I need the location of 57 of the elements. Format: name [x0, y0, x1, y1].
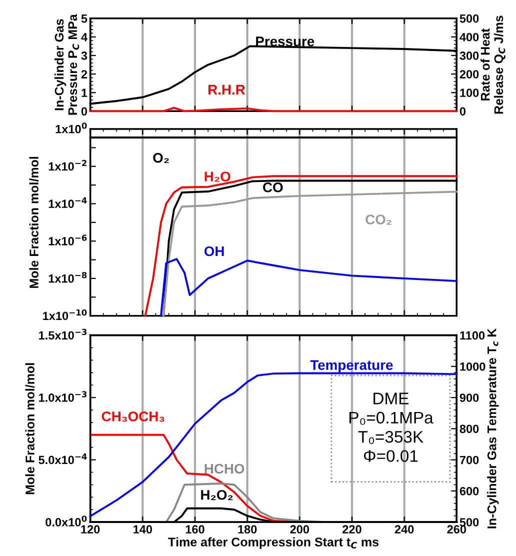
y-tick-label: 1.0x10$^{−3}$: [39, 391, 87, 402]
x-tick-label: 160: [186, 525, 204, 534]
y2-tick-label: 600: [460, 486, 479, 496]
x-tick-label: 260: [447, 525, 466, 534]
y-tick-label: 1x10$^{−2}$: [48, 160, 86, 171]
y-tick-label: 1x10$^{−8}$: [48, 272, 87, 283]
line-series: [160, 258, 458, 317]
y2-tick-label: 200: [460, 70, 479, 78]
series-label: R.H.R: [208, 84, 246, 94]
y2-tick-label: 500: [460, 518, 479, 526]
y2-axis-title: In-Cylinder Gas Temperature T$_{c}$ K: [487, 328, 499, 528]
y2-tick-label: 1000: [460, 362, 486, 371]
x-tick-label: 140: [134, 525, 152, 534]
legend-label: Pressure: [256, 36, 314, 46]
series-label: CO₂: [366, 214, 392, 225]
y-tick-label: 1x10$^{−10}$: [43, 309, 87, 320]
y-tick-label: 1x10$^{−6}$: [48, 234, 87, 246]
series-label: OH: [204, 246, 224, 256]
line-series: [89, 372, 458, 518]
annotation: DME P₀=0.1MPa T₀=353K Φ=0.01: [349, 392, 434, 462]
y2-tick-label: 700: [460, 456, 479, 464]
y-axis-title: Mole Fraction mol/mol: [25, 363, 35, 494]
y-tick-label: 3: [81, 52, 88, 60]
y2-tick-label: 1100: [460, 331, 485, 340]
y-tick-label: 4: [81, 33, 88, 42]
series-label: CO: [263, 182, 283, 192]
x-tick-label: 220: [342, 525, 362, 534]
y-axis-title: In-Cylinder Gas Pressure P$_{C}$ MPa: [54, 14, 80, 115]
y2-tick-label: 900: [460, 394, 479, 402]
series-label: H₂O: [204, 172, 230, 182]
y2-tick-label: 100: [460, 88, 479, 98]
series-label: O₂: [153, 152, 169, 164]
series-label: CH₃OCH₃: [102, 412, 164, 422]
x-tick-label: 200: [290, 525, 310, 534]
x-tick-label: 180: [238, 525, 257, 534]
y-tick-label: 1: [82, 88, 88, 97]
y-axis-title: Mole Fraction mol/mol: [29, 156, 39, 288]
series-label: Temperature: [310, 360, 393, 373]
x-tick-label: 120: [81, 525, 100, 534]
y-tick-label: 1x10$^{−4}$: [48, 197, 87, 208]
y-tick-label: 1.5x10$^{−3}$: [39, 328, 87, 340]
series-label: HCHO: [204, 464, 244, 474]
y-tick-label: 1x10$^{0}$: [56, 122, 87, 134]
y2-tick-label: 800: [460, 424, 479, 434]
y-tick-label: 2: [81, 70, 88, 78]
y-tick-label: 5.0x10$^{−4}$: [38, 453, 87, 464]
y-tick-label: 5: [81, 14, 88, 23]
y2-tick-label: 500: [460, 14, 479, 23]
y-tick-label: 0: [81, 107, 88, 116]
x-axis-title: Time after Compression Start t$_{C}$ ms: [168, 537, 379, 549]
y2-axis-title: Rate of Heat Release Q$_{C}$ J/ms: [480, 16, 506, 114]
y2-tick-label: 0: [460, 107, 466, 116]
series-label: H₂O₂: [201, 490, 233, 500]
y-tick-label: 0.0x10$^{0}$: [46, 516, 87, 526]
y2-tick-label: 400: [460, 32, 479, 42]
x-tick-label: 240: [394, 525, 414, 534]
y2-tick-label: 300: [460, 52, 479, 60]
